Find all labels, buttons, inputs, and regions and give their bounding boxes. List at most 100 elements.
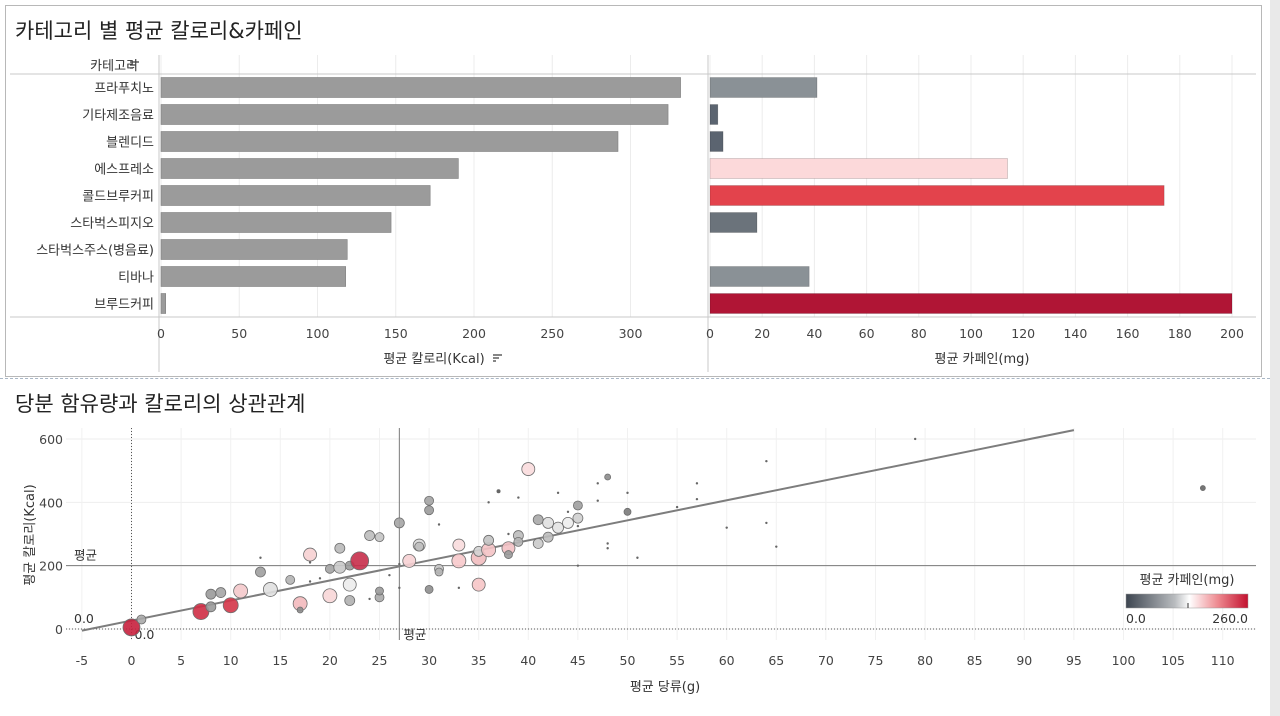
data-point xyxy=(483,534,495,546)
calorie-bar xyxy=(160,266,346,287)
x-tick-label: 25 xyxy=(372,653,388,668)
y-tick-label: 400 xyxy=(39,495,63,510)
data-point xyxy=(572,512,584,524)
data-point xyxy=(725,526,728,529)
category-label: 스타벅스주스(병음료) xyxy=(36,244,154,259)
data-point xyxy=(398,586,401,590)
calorie-bar xyxy=(160,212,392,233)
data-point xyxy=(675,505,679,509)
category-label: 콜드브루커피 xyxy=(82,190,154,205)
sugar-calorie-scatter: 0 200 400 600 -5 0 5 10 15 20 25 30 35 40 45 50 55 60 65 70… xyxy=(23,428,1256,695)
category-label: 티바나 xyxy=(118,271,154,286)
caffeine-bar xyxy=(709,131,724,152)
data-point xyxy=(496,489,501,494)
data-point xyxy=(424,495,435,506)
x-tick-label: 35 xyxy=(471,653,487,668)
caffeine-tick-label: 120 xyxy=(1011,326,1035,341)
data-point xyxy=(255,566,266,578)
caffeine-tick-label: 200 xyxy=(1220,326,1244,341)
data-point xyxy=(375,586,384,596)
x-tick-label: 65 xyxy=(768,653,784,668)
calorie-bar xyxy=(160,131,619,152)
legend-title: 평균 카페인(mg) xyxy=(1140,573,1235,588)
data-point xyxy=(318,577,322,580)
data-point xyxy=(457,586,461,590)
x-tick-label: 60 xyxy=(719,653,735,668)
x-tick-label: 75 xyxy=(868,653,884,668)
calorie-tick-label: 100 xyxy=(306,326,330,341)
scrollbar-strip xyxy=(1270,0,1280,716)
data-point xyxy=(424,585,434,594)
data-point xyxy=(262,582,278,597)
caffeine-tick-label: 20 xyxy=(754,326,770,341)
x-tick-label: 50 xyxy=(620,653,636,668)
caffeine-tick-label: 180 xyxy=(1168,326,1192,341)
data-point xyxy=(626,491,629,495)
data-point xyxy=(285,575,296,585)
calorie-tick-label: 250 xyxy=(540,326,564,341)
calorie-tick-label: 300 xyxy=(619,326,643,341)
data-point xyxy=(596,482,599,485)
caffeine-bar xyxy=(709,104,719,125)
calorie-bar xyxy=(160,77,681,98)
data-point xyxy=(452,538,466,552)
caffeine-axis-title: 평균 카페인(mg) xyxy=(935,352,1030,367)
data-point xyxy=(434,567,444,577)
data-point xyxy=(576,524,580,528)
data-point xyxy=(765,459,768,463)
x-tick-label: 110 xyxy=(1211,653,1235,668)
caffeine-tick-label: 160 xyxy=(1116,326,1140,341)
zero-calorie-label: 0.0 xyxy=(74,611,94,626)
legend-min-label: 0.0 xyxy=(1126,611,1146,626)
data-point xyxy=(1199,485,1206,491)
data-point xyxy=(233,583,249,599)
caffeine-tick-label: 40 xyxy=(806,326,822,341)
x-tick-label: 30 xyxy=(421,653,437,668)
caffeine-bar xyxy=(709,266,810,287)
data-point xyxy=(775,545,778,548)
x-tick-label: 80 xyxy=(917,653,933,668)
data-point xyxy=(556,491,560,495)
category-label: 에스프레소 xyxy=(94,163,154,178)
calorie-tick-label: 50 xyxy=(231,326,247,341)
data-point xyxy=(364,530,375,541)
x-tick-label: -5 xyxy=(76,653,88,668)
data-point xyxy=(513,537,524,547)
data-point xyxy=(342,577,357,592)
data-point xyxy=(532,514,544,526)
x-tick-label: 45 xyxy=(570,653,586,668)
x-tick-label: 5 xyxy=(177,653,185,668)
data-point xyxy=(487,501,490,504)
data-point xyxy=(402,554,417,568)
data-point xyxy=(471,577,486,592)
average-calorie-label: 평균 xyxy=(74,548,97,563)
y-tick-label: 200 xyxy=(39,559,63,574)
calorie-bar xyxy=(160,185,431,206)
data-point xyxy=(205,588,217,600)
x-tick-label: 90 xyxy=(1016,653,1032,668)
data-point xyxy=(324,563,335,574)
top-chart-title: 카테고리 별 평균 칼로리&카페인 xyxy=(15,19,303,43)
data-point xyxy=(334,542,346,554)
data-point xyxy=(604,473,612,481)
category-label: 블렌디드 xyxy=(106,136,154,151)
x-tick-label: 105 xyxy=(1161,653,1185,668)
calorie-bar xyxy=(160,104,669,125)
caffeine-tick-label: 0 xyxy=(706,326,714,341)
data-point xyxy=(573,500,583,511)
data-point xyxy=(695,482,699,485)
data-point xyxy=(562,517,574,529)
data-point xyxy=(122,618,141,637)
data-point xyxy=(566,510,570,514)
category-label: 기타제조음료 xyxy=(82,109,154,124)
data-point xyxy=(542,517,555,529)
calorie-axis-title: 평균 칼로리(Kcal) xyxy=(383,352,484,367)
panel-divider xyxy=(0,378,1270,379)
data-point xyxy=(576,564,580,567)
sort-desc-icon xyxy=(493,354,502,362)
x-tick-label: 70 xyxy=(818,653,834,668)
data-point xyxy=(636,556,639,559)
legend-color-bar xyxy=(1125,593,1249,609)
x-tick-label: 0 xyxy=(128,653,136,668)
category-label: 프라푸치노 xyxy=(94,82,154,97)
